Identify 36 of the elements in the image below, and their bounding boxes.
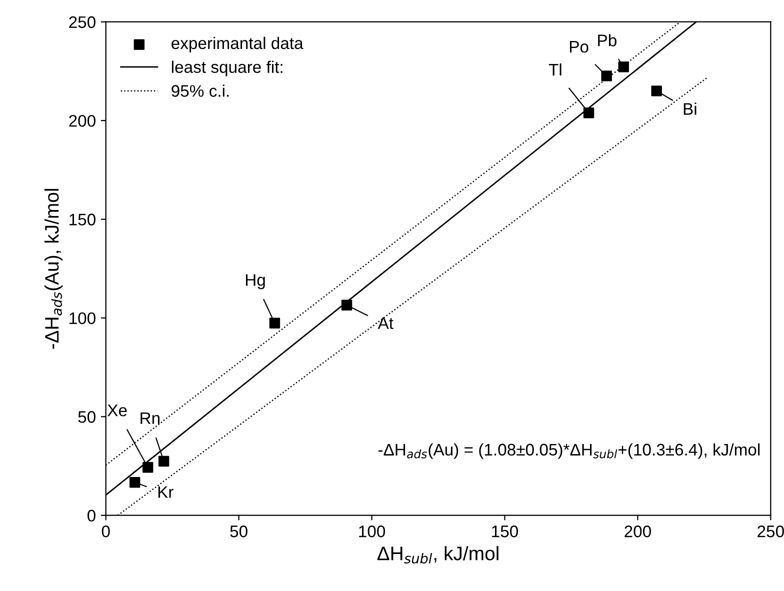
annotation: Bi [684,102,696,115]
point [618,62,629,72]
y-tick-label: 100 [70,312,96,324]
x-tick-label: 50 [230,526,248,538]
point [651,86,662,96]
point [583,108,594,118]
annotation: Tl [548,63,562,76]
point [129,477,140,488]
point [142,462,154,473]
x-tick-label: 100 [359,526,386,538]
annotation: -ΔH$_{ads}$(Au) = (1.08±0.05)*ΔH$_{subl}$+(10.3±6.4), kJ/mol [378,443,760,459]
legend-label: experimantal data [172,36,304,52]
y-tick-label: 150 [70,214,96,226]
point [341,300,352,310]
annotation: Rn [140,412,160,424]
x-axis-title: ΔH$_{subl}$, kJ/mol [377,546,498,564]
point [269,318,280,328]
x-tick-label: 150 [492,526,518,538]
x-tick-label: 0 [102,526,110,538]
x-tick-label: 200 [624,526,651,538]
annotation: Xe [107,404,127,416]
legend-label: 95% c.i. [172,84,229,97]
annotation: Hg [246,274,265,290]
legend-label: least square fit: [172,60,282,76]
y-tick-label: 50 [78,411,96,423]
annotation: At [378,317,394,330]
point [158,456,170,467]
x-tick-label: 250 [758,526,784,538]
annotation: Kr [158,486,174,498]
y-axis-title: -ΔH$_{ads}$(Au), kJ/mol [44,188,63,349]
y-tick-label: 250 [69,16,96,28]
annotation: Po [570,41,588,53]
annotation: Pb [598,34,616,46]
point [601,70,612,82]
y-tick-label: 200 [69,114,96,127]
y-tick-label: 0 [88,510,96,522]
